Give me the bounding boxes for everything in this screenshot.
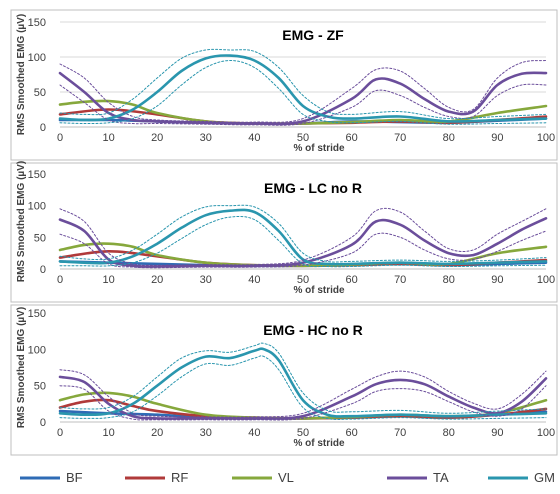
y-tick-label: 0 (40, 122, 46, 134)
panel-title: EMG - ZF (282, 27, 344, 43)
x-tick-label: 60 (345, 274, 357, 286)
series-line-ta (58, 217, 548, 268)
x-tick-label: 40 (248, 132, 260, 144)
legend-entry-ta: TA (387, 470, 449, 485)
legend-entry-rf: RF (125, 470, 188, 485)
y-tick-label: 50 (34, 381, 46, 393)
legend-label: BF (66, 470, 83, 485)
x-tick-label: 0 (57, 427, 63, 439)
y-tick-label: 150 (28, 308, 46, 320)
legend-entry-vl: VL (232, 470, 294, 485)
x-tick-label: 80 (443, 274, 455, 286)
x-tick-label: 100 (537, 274, 555, 286)
series-line-ta-lower (59, 385, 547, 421)
x-tick-label: 80 (443, 132, 455, 144)
series-line-ta-upper (59, 369, 547, 418)
x-tick-label: 20 (151, 274, 163, 286)
x-tick-label: 30 (200, 274, 212, 286)
series-line-gm (58, 347, 548, 418)
x-tick-label: 50 (297, 274, 309, 286)
y-axis-label: RMS Smoothed EMG (µV) (16, 307, 27, 428)
legend: BF RF VL TA GM (20, 470, 555, 485)
x-tick-label: 50 (297, 427, 309, 439)
legend-label: VL (278, 470, 294, 485)
x-tick-label: 20 (151, 427, 163, 439)
y-tick-label: 0 (40, 264, 46, 276)
series-line-ta-lower (59, 83, 547, 126)
x-tick-label: 60 (345, 132, 357, 144)
x-tick-label: 90 (491, 274, 503, 286)
panel-title: EMG - LC no R (264, 180, 362, 196)
series-line-ta-upper (59, 207, 547, 266)
series-line-gm (58, 208, 548, 266)
series-line-gm-upper (59, 342, 547, 414)
x-tick-label: 40 (248, 427, 260, 439)
panel-frame (10, 304, 558, 456)
series-line-ta (58, 375, 548, 420)
panel-title: EMG - HC no R (263, 322, 363, 338)
x-tick-label: 80 (443, 427, 455, 439)
series-line-gm-upper (59, 48, 547, 120)
y-tick-label: 0 (40, 417, 46, 429)
x-tick-label: 30 (200, 427, 212, 439)
panel-1: 0 50 100 150 0 10 20 30 40 50 60 70 80 90 100 EMG - ZF%… (10, 9, 558, 161)
x-tick-label: 50 (297, 132, 309, 144)
series-line-ta (58, 71, 548, 126)
x-axis-label: % of stride (293, 438, 345, 449)
x-tick-label: 100 (537, 427, 555, 439)
series-line-gm (58, 54, 548, 123)
x-tick-label: 40 (248, 274, 260, 286)
legend-entry-gm: GM (488, 470, 555, 485)
series-line-gm-lower (59, 355, 547, 420)
series-line-gm-lower (59, 60, 547, 125)
series-line-ta-lower (59, 230, 547, 269)
y-tick-label: 50 (34, 87, 46, 99)
x-axis-label: % of stride (293, 143, 345, 154)
series-line-gm-lower (59, 215, 547, 268)
x-tick-label: 0 (57, 274, 63, 286)
x-tick-label: 70 (394, 274, 406, 286)
legend-label: RF (171, 470, 188, 485)
y-axis-label: RMS Smoothed EMG (µV) (16, 14, 27, 135)
panel-frame (10, 162, 558, 303)
x-tick-label: 10 (102, 274, 114, 286)
y-tick-label: 50 (34, 232, 46, 244)
y-tick-label: 100 (28, 52, 46, 64)
y-tick-label: 150 (28, 17, 46, 29)
x-tick-label: 20 (151, 132, 163, 144)
x-tick-label: 10 (102, 132, 114, 144)
panel-3: 0 50 100 150 0 10 20 30 40 50 60 70 80 90 100 EMG - HC … (10, 304, 558, 456)
y-tick-label: 100 (28, 201, 46, 213)
series-line-gm-upper (59, 204, 547, 263)
x-tick-label: 10 (102, 427, 114, 439)
x-tick-label: 90 (491, 132, 503, 144)
legend-label: TA (433, 470, 449, 485)
legend-label: GM (534, 470, 555, 485)
x-tick-label: 70 (394, 132, 406, 144)
x-tick-label: 90 (491, 427, 503, 439)
y-axis-label: RMS Smoothed EMG (µV) (16, 161, 27, 282)
x-tick-label: 0 (57, 132, 63, 144)
x-axis-label: % of stride (293, 285, 345, 296)
legend-entry-bf: BF (20, 470, 83, 485)
x-tick-label: 70 (394, 427, 406, 439)
x-tick-label: 30 (200, 132, 212, 144)
x-tick-label: 60 (345, 427, 357, 439)
panel-2: 0 50 100 150 0 10 20 30 40 50 60 70 80 90 100 EMG - LC … (10, 161, 558, 303)
x-tick-label: 100 (537, 132, 555, 144)
y-tick-label: 150 (28, 169, 46, 181)
y-tick-label: 100 (28, 344, 46, 356)
